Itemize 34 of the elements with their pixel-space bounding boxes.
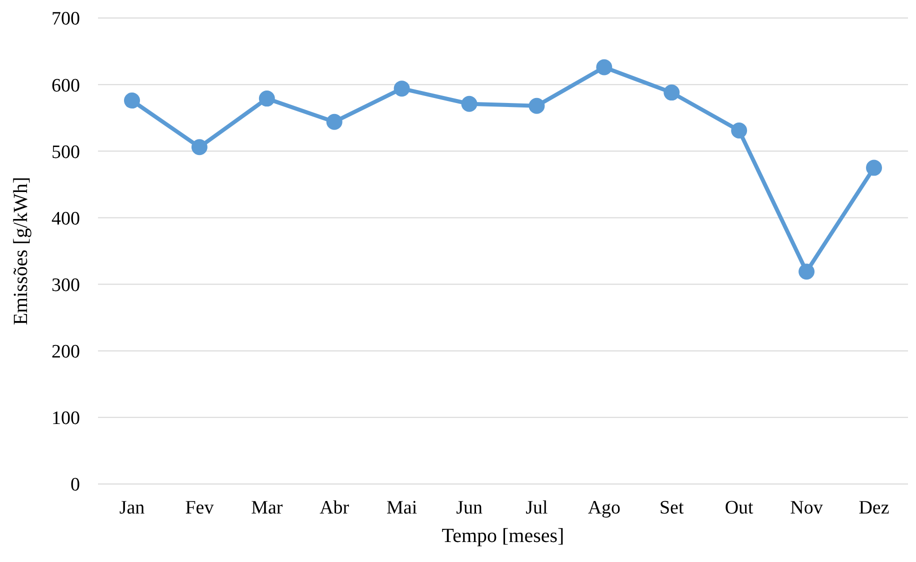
x-tick-label: Jan (119, 497, 146, 518)
x-axis-title: Tempo [meses] (442, 525, 564, 547)
x-tick-label: Ago (588, 497, 621, 518)
point (124, 92, 140, 109)
point (798, 264, 815, 280)
y-tick-label: 200 (52, 342, 80, 363)
x-tick-label: Mai (386, 497, 418, 518)
y-tick-label: 0 (70, 474, 80, 496)
x-tick-label: Mar (251, 497, 284, 518)
x-tick-label: Dez (858, 497, 890, 518)
point (394, 80, 410, 97)
x-tick-label: Jul (526, 497, 548, 518)
y-tick-label: 500 (52, 142, 80, 163)
y-tick-label: 600 (52, 75, 80, 96)
y-tick-label: 100 (52, 408, 80, 430)
point (461, 96, 478, 112)
point (664, 84, 680, 101)
point (731, 122, 748, 139)
y-axis-title: Emissões [g/kWh] (10, 176, 32, 326)
x-tick-label: Fev (185, 497, 214, 518)
y-tick-label: 700 (52, 8, 80, 30)
x-tick-label: Set (659, 497, 684, 518)
point (191, 139, 208, 156)
x-tick-label: Abr (320, 497, 350, 518)
point (596, 59, 612, 76)
point (528, 98, 545, 114)
point (258, 90, 275, 107)
point (326, 114, 342, 130)
y-tick-label: 300 (52, 275, 80, 296)
x-tick-label: Out (724, 497, 754, 518)
x-tick-label: Jun (456, 497, 483, 518)
x-tick-label: Nov (790, 497, 824, 518)
y-tick-label: 400 (52, 208, 80, 230)
point (866, 160, 882, 176)
